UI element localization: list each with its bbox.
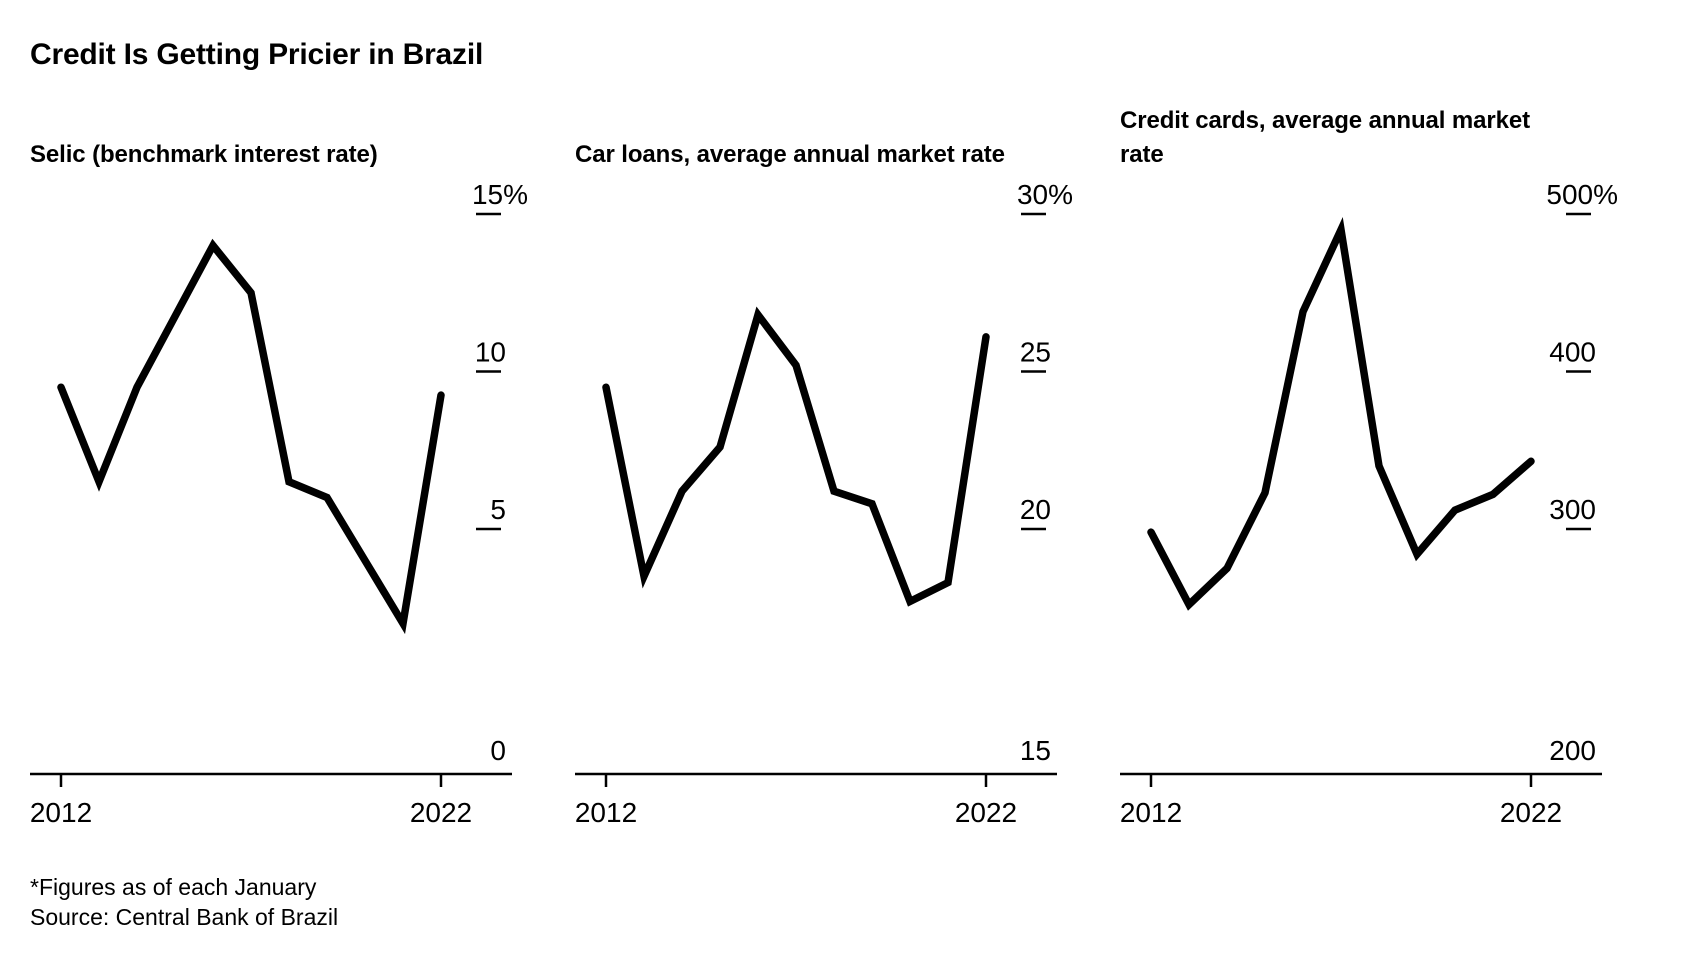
- credit-cards-line-chart: 2012 2022 500% 400 300 200: [1120, 179, 1618, 828]
- panel-car-loans: Car loans, average annual market rate 20…: [575, 100, 1073, 836]
- y-tick-label: 200: [1549, 735, 1596, 766]
- chart-panels: Selic (benchmark interest rate) 2012 2022…: [30, 100, 1666, 836]
- chart-title: Credit Is Getting Pricier in Brazil: [30, 38, 484, 71]
- panel-selic-subtitle: Selic (benchmark interest rate): [30, 141, 378, 168]
- panel-credit-cards: Credit cards, average annual market rate…: [1120, 100, 1618, 836]
- y-tick-label: 10: [475, 337, 506, 368]
- y-tick-label: 5: [490, 494, 506, 525]
- y-tick-label: 15%: [472, 179, 528, 210]
- y-tick-label: 25: [1020, 337, 1051, 368]
- footer: *Figures as of each January Source: Cent…: [30, 872, 1666, 932]
- selic-line-chart: 2012 2022 15% 10 5 0: [30, 179, 528, 828]
- data-line: [1147, 217, 1535, 611]
- y-tick-label: 300: [1549, 494, 1596, 525]
- x-tick-label: 2022: [1500, 797, 1562, 828]
- x-tick-label: 2022: [410, 797, 472, 828]
- footnote: *Figures as of each January: [30, 874, 317, 900]
- y-tick-label: 30%: [1017, 179, 1073, 210]
- y-tick-label: 0: [490, 735, 506, 766]
- source-line: Source: Central Bank of Brazil: [30, 904, 339, 930]
- panel-car-loans-subtitle: Car loans, average annual market rate: [575, 141, 1005, 168]
- panel-credit-cards-subtitle: Credit cards, average annual market rate: [1120, 107, 1531, 168]
- y-tick-label: 400: [1549, 337, 1596, 368]
- data-line: [602, 306, 990, 607]
- x-tick-label: 2022: [955, 797, 1017, 828]
- y-tick-label: 15: [1020, 735, 1051, 766]
- x-tick-label: 2012: [30, 797, 92, 828]
- data-line: [57, 238, 445, 635]
- x-tick-label: 2012: [1120, 797, 1182, 828]
- x-tick-label: 2012: [575, 797, 637, 828]
- y-tick-label: 500%: [1546, 179, 1618, 210]
- panel-selic: Selic (benchmark interest rate) 2012 2022…: [30, 100, 528, 836]
- y-tick-label: 20: [1020, 494, 1051, 525]
- car-loans-line-chart: 2012 2022 30% 25 20 15: [575, 179, 1073, 828]
